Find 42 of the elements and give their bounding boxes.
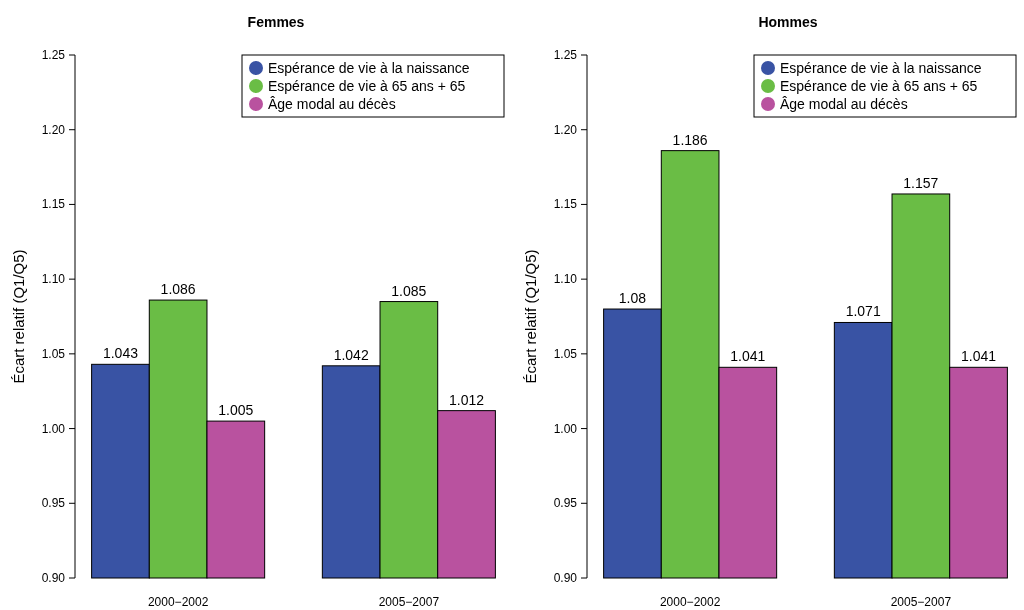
- data-label: 1.186: [672, 131, 708, 148]
- legend-label: Espérance de vie à 65 ans + 65: [780, 78, 978, 94]
- data-label: 1.071: [845, 303, 881, 320]
- data-label: 1.157: [903, 174, 939, 191]
- legend-label: Espérance de vie à la naissance: [780, 60, 982, 76]
- y-axis-title: Écart relatif (Q1/Q5): [522, 249, 539, 384]
- data-label: 1.042: [333, 346, 369, 363]
- data-label: 1.08: [618, 290, 647, 307]
- data-label: 1.005: [218, 402, 254, 419]
- data-label: 1.043: [102, 345, 139, 362]
- legend-label: Âge modal au décès: [780, 96, 908, 112]
- x-tick-label: 2000−2002: [147, 595, 209, 609]
- y-tick-label: 1.00: [553, 421, 578, 436]
- y-tick-label: 0.90: [553, 571, 578, 585]
- x-tick-label: 2000−2002: [659, 595, 721, 609]
- x-tick-label: 2005−2007: [378, 595, 440, 609]
- data-label: 1.012: [449, 391, 485, 408]
- x-tick-label: 2005−2007: [890, 595, 952, 609]
- y-tick-label: 0.95: [553, 496, 578, 511]
- data-label: 1.041: [961, 348, 997, 365]
- y-tick-label: 1.25: [41, 48, 66, 62]
- y-tick-label: 1.20: [553, 122, 578, 137]
- y-tick-label: 1.15: [41, 197, 66, 212]
- data-label: 1.086: [160, 281, 196, 298]
- y-tick-label: 1.15: [553, 197, 578, 212]
- legend-label: Âge modal au décès: [268, 96, 396, 112]
- y-tick-label: 1.20: [41, 122, 66, 137]
- y-tick-label: 1.00: [41, 421, 66, 436]
- chart-title: Femmes: [247, 14, 305, 30]
- data-label: 1.085: [391, 282, 427, 299]
- legend-label: Espérance de vie à 65 ans + 65: [268, 78, 466, 94]
- y-tick-label: 1.10: [553, 272, 578, 287]
- y-tick-label: 1.05: [41, 346, 66, 361]
- data-label: 1.041: [730, 348, 766, 365]
- legend-label: Espérance de vie à la naissance: [268, 60, 470, 76]
- y-tick-label: 0.95: [41, 496, 66, 511]
- y-tick-label: 1.25: [553, 48, 578, 62]
- y-tick-label: 1.10: [41, 272, 66, 287]
- y-axis-title: Écart relatif (Q1/Q5): [10, 249, 27, 384]
- y-tick-label: 1.05: [553, 346, 578, 361]
- chart-title: Hommes: [758, 14, 818, 30]
- y-tick-label: 0.90: [41, 571, 66, 585]
